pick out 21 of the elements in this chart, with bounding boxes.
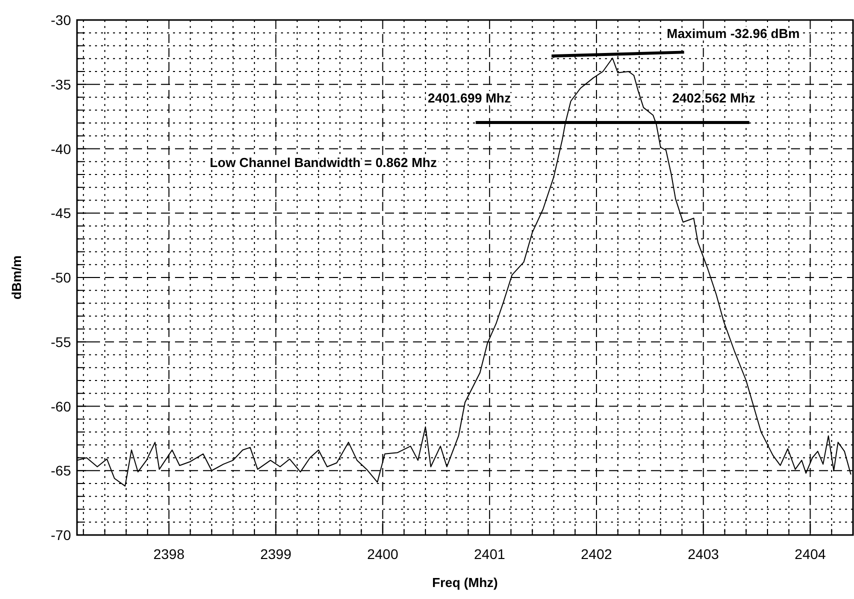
- annotation: 2401.699 Mhz: [428, 90, 512, 106]
- y-axis-title: dBm/m: [9, 255, 24, 300]
- y-tick-label: -65: [50, 462, 72, 479]
- y-tick-label: -55: [50, 334, 72, 350]
- y-tick-label: -50: [50, 270, 72, 286]
- x-tick-label: 2401: [474, 546, 506, 562]
- x-axis-title: Freq (Mhz): [432, 575, 498, 590]
- x-tick-label: 2399: [260, 546, 292, 562]
- x-tick-label: 2402: [580, 546, 612, 562]
- x-tick-label: 2404: [794, 546, 826, 562]
- x-tick-label: 2403: [688, 546, 720, 562]
- annotation: 2402.562 Mhz: [672, 90, 756, 106]
- y-tick-label: -45: [50, 205, 72, 222]
- y-tick-label: -60: [50, 398, 72, 414]
- y-tick-label: -40: [50, 140, 72, 157]
- annotation: Maximum -32.96 dBm: [666, 26, 800, 42]
- x-tick-label: 2398: [153, 546, 185, 562]
- x-tick-label: 2400: [367, 546, 398, 562]
- y-tick-label: -35: [50, 76, 72, 92]
- y-tick-label: -30: [50, 12, 72, 28]
- y-tick-label: -70: [50, 527, 72, 543]
